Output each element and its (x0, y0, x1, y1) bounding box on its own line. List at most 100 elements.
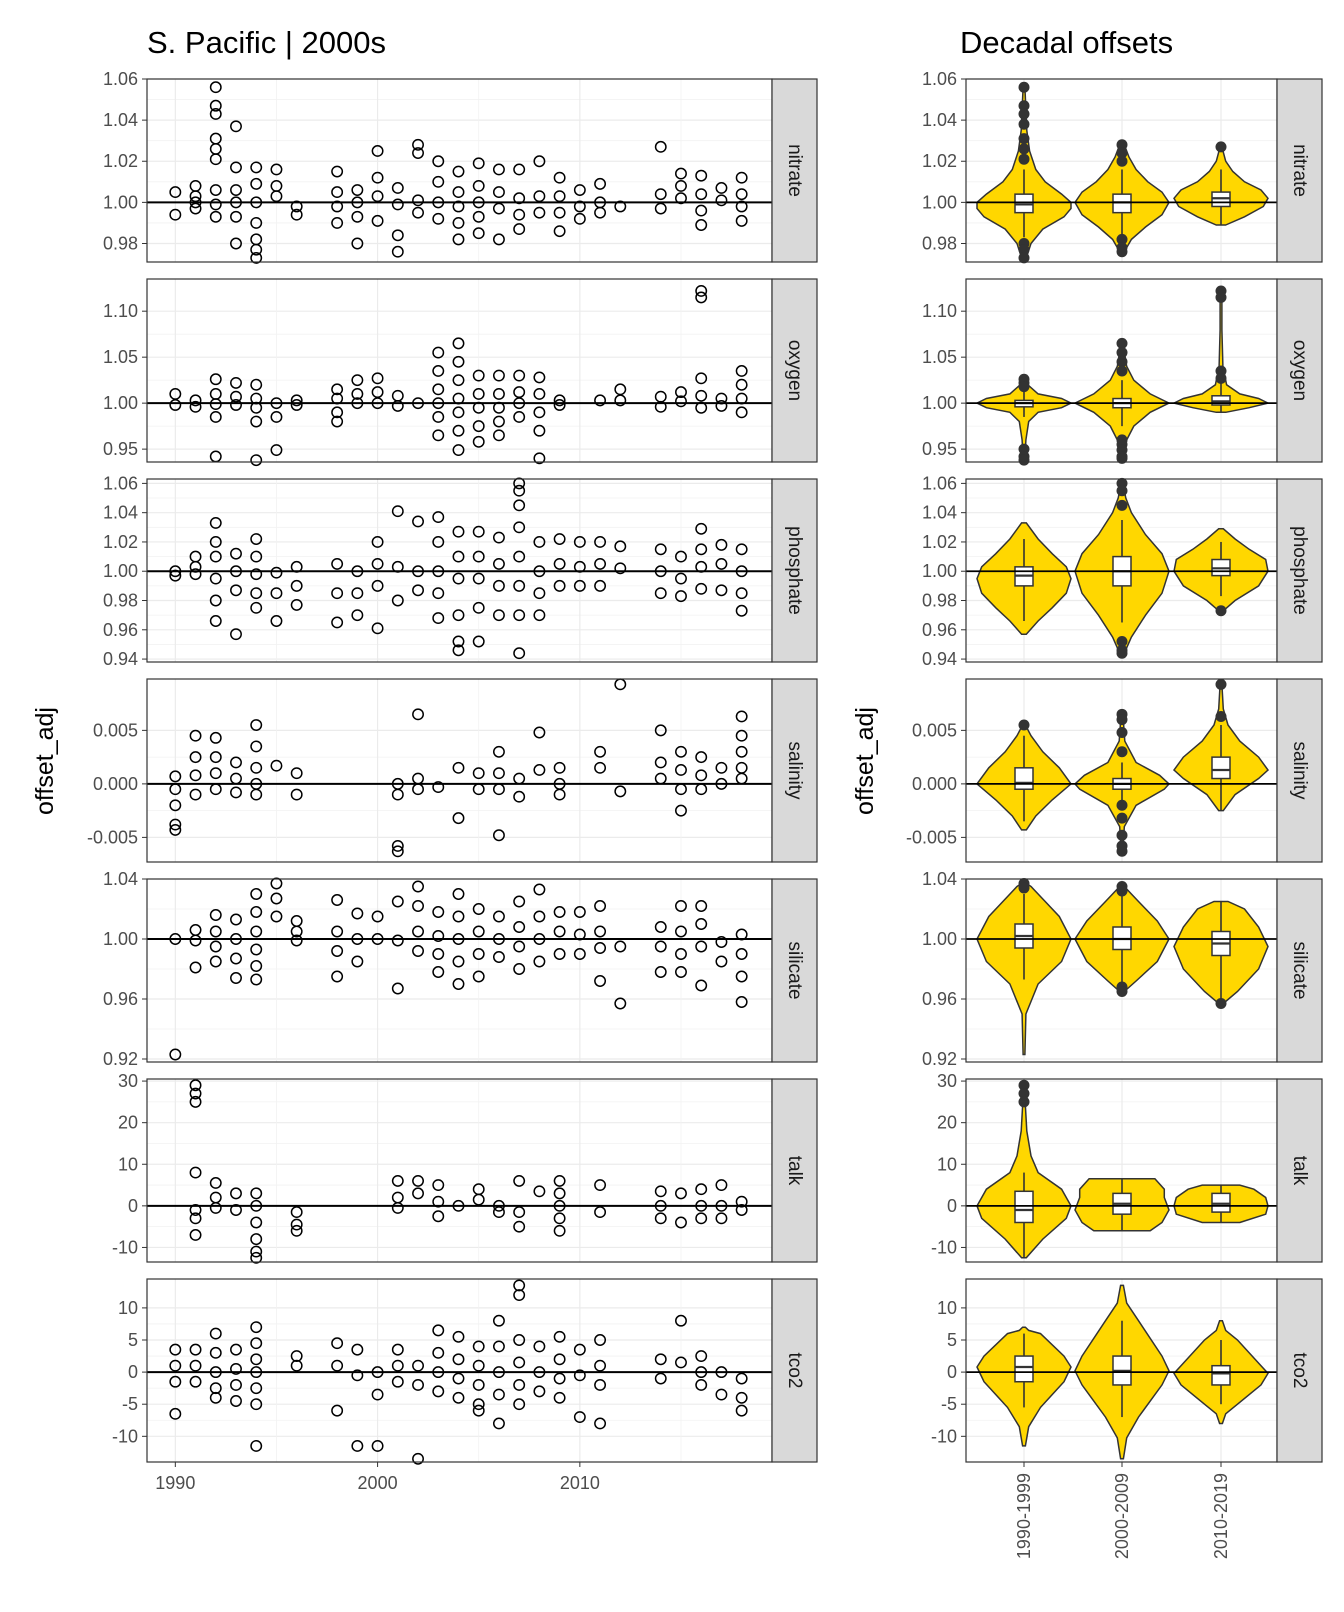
data-point (351, 237, 364, 250)
data-point (230, 161, 242, 174)
data-point (412, 515, 424, 528)
data-point (492, 557, 505, 570)
data-point (472, 970, 485, 983)
data-point (533, 883, 546, 896)
data-point (331, 925, 344, 938)
outlier-point (1018, 1096, 1030, 1108)
data-point (695, 372, 708, 385)
y-tick-label: 1.06 (922, 69, 957, 89)
y-tick-label: 1.06 (922, 473, 957, 493)
outlier-point (1116, 636, 1128, 648)
y-tick-label: 30 (118, 1071, 138, 1091)
data-point (675, 572, 687, 585)
data-point (533, 565, 546, 578)
data-point (472, 369, 485, 382)
outlier-point (1018, 381, 1030, 393)
box-iqr (1014, 1355, 1034, 1383)
data-point (695, 783, 708, 796)
data-point (432, 1210, 445, 1223)
data-point (533, 955, 546, 968)
data-point (189, 190, 202, 203)
data-point (533, 764, 546, 776)
data-point (472, 572, 485, 585)
data-point (654, 202, 667, 215)
data-point (695, 751, 708, 764)
data-point (675, 948, 687, 960)
data-point (331, 1359, 344, 1372)
data-point (594, 1359, 607, 1372)
data-point (553, 206, 566, 219)
data-point (513, 550, 526, 563)
data-point (654, 140, 667, 153)
data-point (472, 420, 485, 433)
data-point (230, 772, 242, 785)
data-point (452, 374, 465, 387)
data-point (391, 594, 404, 607)
data-point (492, 233, 505, 246)
data-point (492, 401, 505, 414)
data-point (695, 582, 708, 595)
data-point (735, 587, 748, 600)
facet-strip (771, 78, 818, 263)
data-point (452, 812, 465, 825)
data-point (371, 1366, 384, 1379)
data-point (452, 978, 465, 990)
data-point (533, 206, 546, 219)
y-tick-label: 1.05 (922, 347, 957, 367)
data-point (209, 572, 222, 585)
outlier-point (1116, 647, 1128, 659)
y-tick-label: -10 (931, 1237, 957, 1257)
y-tick-label: -10 (112, 1426, 138, 1446)
data-point (209, 373, 222, 386)
data-point (230, 547, 242, 560)
data-point (735, 1195, 748, 1208)
outlier-point (1116, 829, 1128, 841)
y-tick-label: 0 (947, 1362, 957, 1382)
data-point (290, 579, 303, 592)
data-point (533, 424, 546, 437)
y-tick-label: 20 (937, 1113, 957, 1133)
outlier-point (1116, 246, 1128, 258)
data-point (452, 572, 465, 585)
data-point (250, 1233, 263, 1246)
data-point (290, 788, 303, 801)
data-point (533, 910, 546, 923)
data-point (189, 1095, 202, 1108)
y-tick-label: 0.005 (93, 720, 138, 740)
y-tick-label: 0.005 (912, 720, 957, 740)
data-point (209, 1346, 222, 1359)
data-point (735, 1204, 748, 1216)
y-tick-label: -10 (112, 1237, 138, 1257)
data-point (654, 1353, 667, 1366)
data-point (513, 1334, 526, 1346)
data-point (614, 785, 627, 798)
data-point (735, 928, 748, 941)
data-point (715, 538, 728, 551)
data-point (614, 394, 627, 407)
data-point (654, 940, 667, 953)
y-tick-label: 1.06 (103, 69, 138, 89)
data-point (209, 516, 222, 529)
data-point (675, 1356, 687, 1369)
data-point (513, 1289, 526, 1302)
data-point (230, 1395, 242, 1407)
data-point (189, 400, 202, 413)
y-tick-label: 0 (947, 1196, 957, 1216)
data-point (169, 770, 182, 783)
left-y-axis-label: offset_adj (31, 707, 59, 815)
data-point (553, 190, 566, 203)
data-point (695, 543, 708, 556)
data-point (675, 783, 687, 796)
data-point (492, 783, 505, 796)
data-point (452, 525, 465, 538)
data-point (331, 616, 344, 629)
facet-strip-label: silicate (784, 941, 805, 999)
data-point (492, 910, 505, 923)
data-point (573, 536, 586, 548)
data-point (715, 955, 728, 968)
data-point (472, 948, 485, 960)
y-tick-label: 1.04 (922, 503, 957, 523)
data-point (735, 729, 748, 742)
data-point (169, 399, 182, 411)
data-point (189, 1166, 202, 1179)
